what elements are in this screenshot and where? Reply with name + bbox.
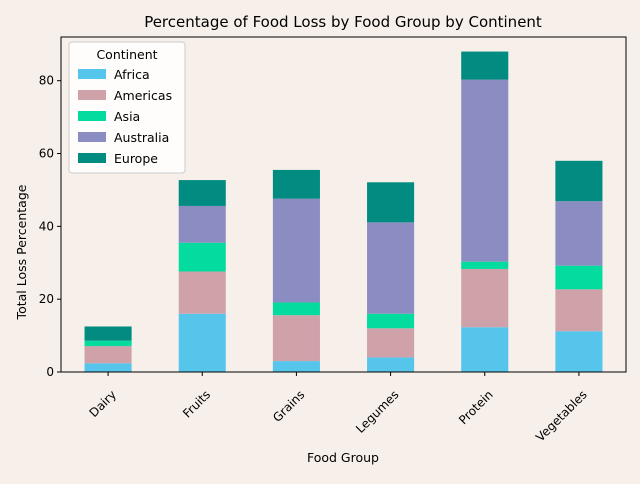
legend-swatch-australia [78, 132, 106, 142]
legend-label-africa: Africa [114, 67, 150, 82]
bar-protein-americas [461, 268, 509, 328]
bar-legumes-africa [367, 357, 415, 372]
y-axis-label: Total Loss Percentage [14, 184, 29, 320]
bar-protein-australia [461, 79, 509, 262]
legend-title: Continent [96, 47, 157, 62]
bar-fruits-australia [178, 205, 226, 243]
legend-label-asia: Asia [114, 109, 140, 124]
bar-dairy-asia [84, 340, 132, 347]
x-tick-label: Protein [456, 388, 496, 428]
legend-label-australia: Australia [114, 130, 169, 145]
bar-grains-africa [272, 361, 320, 372]
plot-frame [60, 36, 627, 373]
x-tick-label: Fruits [180, 388, 213, 421]
y-tick-label: 40 [39, 219, 54, 233]
bar-fruits-africa [178, 313, 226, 372]
bar-vegetables-americas [555, 289, 603, 332]
bar-legumes-australia [367, 222, 415, 314]
y-tick-label: 60 [39, 147, 54, 161]
legend-swatch-asia [78, 111, 106, 121]
bar-vegetables-asia [555, 265, 603, 290]
bar-legumes-americas [367, 328, 415, 358]
bar-protein-asia [461, 261, 509, 269]
bar-fruits-asia [178, 242, 226, 272]
bar-fruits-americas [178, 271, 226, 314]
bar-legumes-asia [367, 313, 415, 329]
bar-dairy-africa [84, 363, 132, 372]
x-axis-label: Food Group [307, 450, 379, 465]
x-tick-label: Legumes [353, 388, 401, 436]
legend-label-europe: Europe [114, 151, 158, 166]
x-tick-label: Vegetables [533, 388, 590, 445]
bar-grains-australia [272, 198, 320, 303]
y-tick-label: 80 [39, 74, 54, 88]
bar-grains-americas [272, 315, 320, 362]
legend-swatch-americas [78, 90, 106, 100]
x-tick-label: Dairy [87, 388, 120, 421]
bar-grains-asia [272, 302, 320, 316]
bar-dairy-americas [84, 346, 132, 364]
bar-vegetables-australia [555, 201, 603, 266]
bar-dairy-europe [84, 326, 132, 341]
bar-grains-europe [272, 169, 320, 199]
legend-swatch-europe [78, 153, 106, 163]
bar-vegetables-europe [555, 160, 603, 202]
legend-label-americas: Americas [114, 88, 172, 103]
y-tick-label: 20 [39, 292, 54, 306]
x-tick-label: Grains [270, 388, 307, 425]
bar-protein-africa [461, 327, 509, 372]
chart-title: Percentage of Food Loss by Food Group by… [144, 13, 542, 31]
bar-legumes-europe [367, 182, 415, 223]
legend-swatch-africa [78, 69, 106, 79]
bar-fruits-europe [178, 180, 226, 206]
bar-protein-europe [461, 51, 509, 80]
legend: Continent Africa Americas Asia Australia Euro… [68, 41, 186, 174]
bars-group [84, 51, 603, 372]
bar-vegetables-africa [555, 331, 603, 372]
y-tick-label: 0 [46, 365, 54, 379]
